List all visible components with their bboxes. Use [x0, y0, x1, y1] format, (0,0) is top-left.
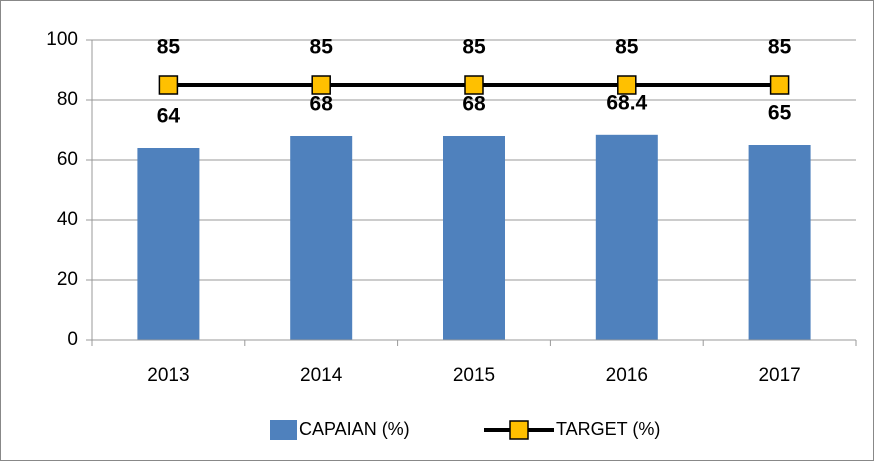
- data-label: 64: [157, 105, 181, 128]
- data-label: 85: [462, 36, 486, 59]
- data-label: 68: [462, 93, 486, 116]
- x-tick-label: 2015: [453, 365, 495, 386]
- data-label: 65: [768, 102, 792, 125]
- x-tick-label: 2014: [300, 365, 343, 386]
- marker: [617, 75, 637, 95]
- data-label: 85: [310, 36, 334, 59]
- marker: [769, 75, 790, 95]
- y-tick-label: 80: [57, 89, 78, 110]
- bar: [290, 136, 353, 340]
- marker: [311, 75, 331, 95]
- bar: [443, 136, 505, 340]
- marker: [158, 75, 179, 95]
- y-tick-label: 100: [46, 29, 78, 50]
- data-label: 85: [157, 36, 181, 59]
- data-label: 68: [310, 93, 334, 116]
- y-tick-label: 60: [57, 149, 78, 170]
- data-label: 85: [615, 36, 639, 59]
- legend-swatch: [270, 420, 297, 440]
- legend-marker: [509, 420, 529, 440]
- y-tick-label: 40: [57, 209, 78, 230]
- bar: [748, 145, 811, 340]
- bar: [137, 148, 200, 340]
- data-label: 68.4: [606, 91, 647, 114]
- marker: [464, 75, 484, 95]
- x-tick-label: 2013: [147, 365, 189, 386]
- bar: [595, 134, 658, 340]
- legend-label: TARGET (%): [556, 419, 660, 439]
- data-label: 85: [768, 36, 792, 59]
- y-tick-label: 20: [57, 269, 78, 290]
- y-tick-label: 0: [67, 329, 78, 350]
- x-tick-label: 2017: [758, 365, 800, 386]
- x-tick-label: 2016: [606, 365, 648, 386]
- legend-label: CAPAIAN (%): [299, 419, 410, 439]
